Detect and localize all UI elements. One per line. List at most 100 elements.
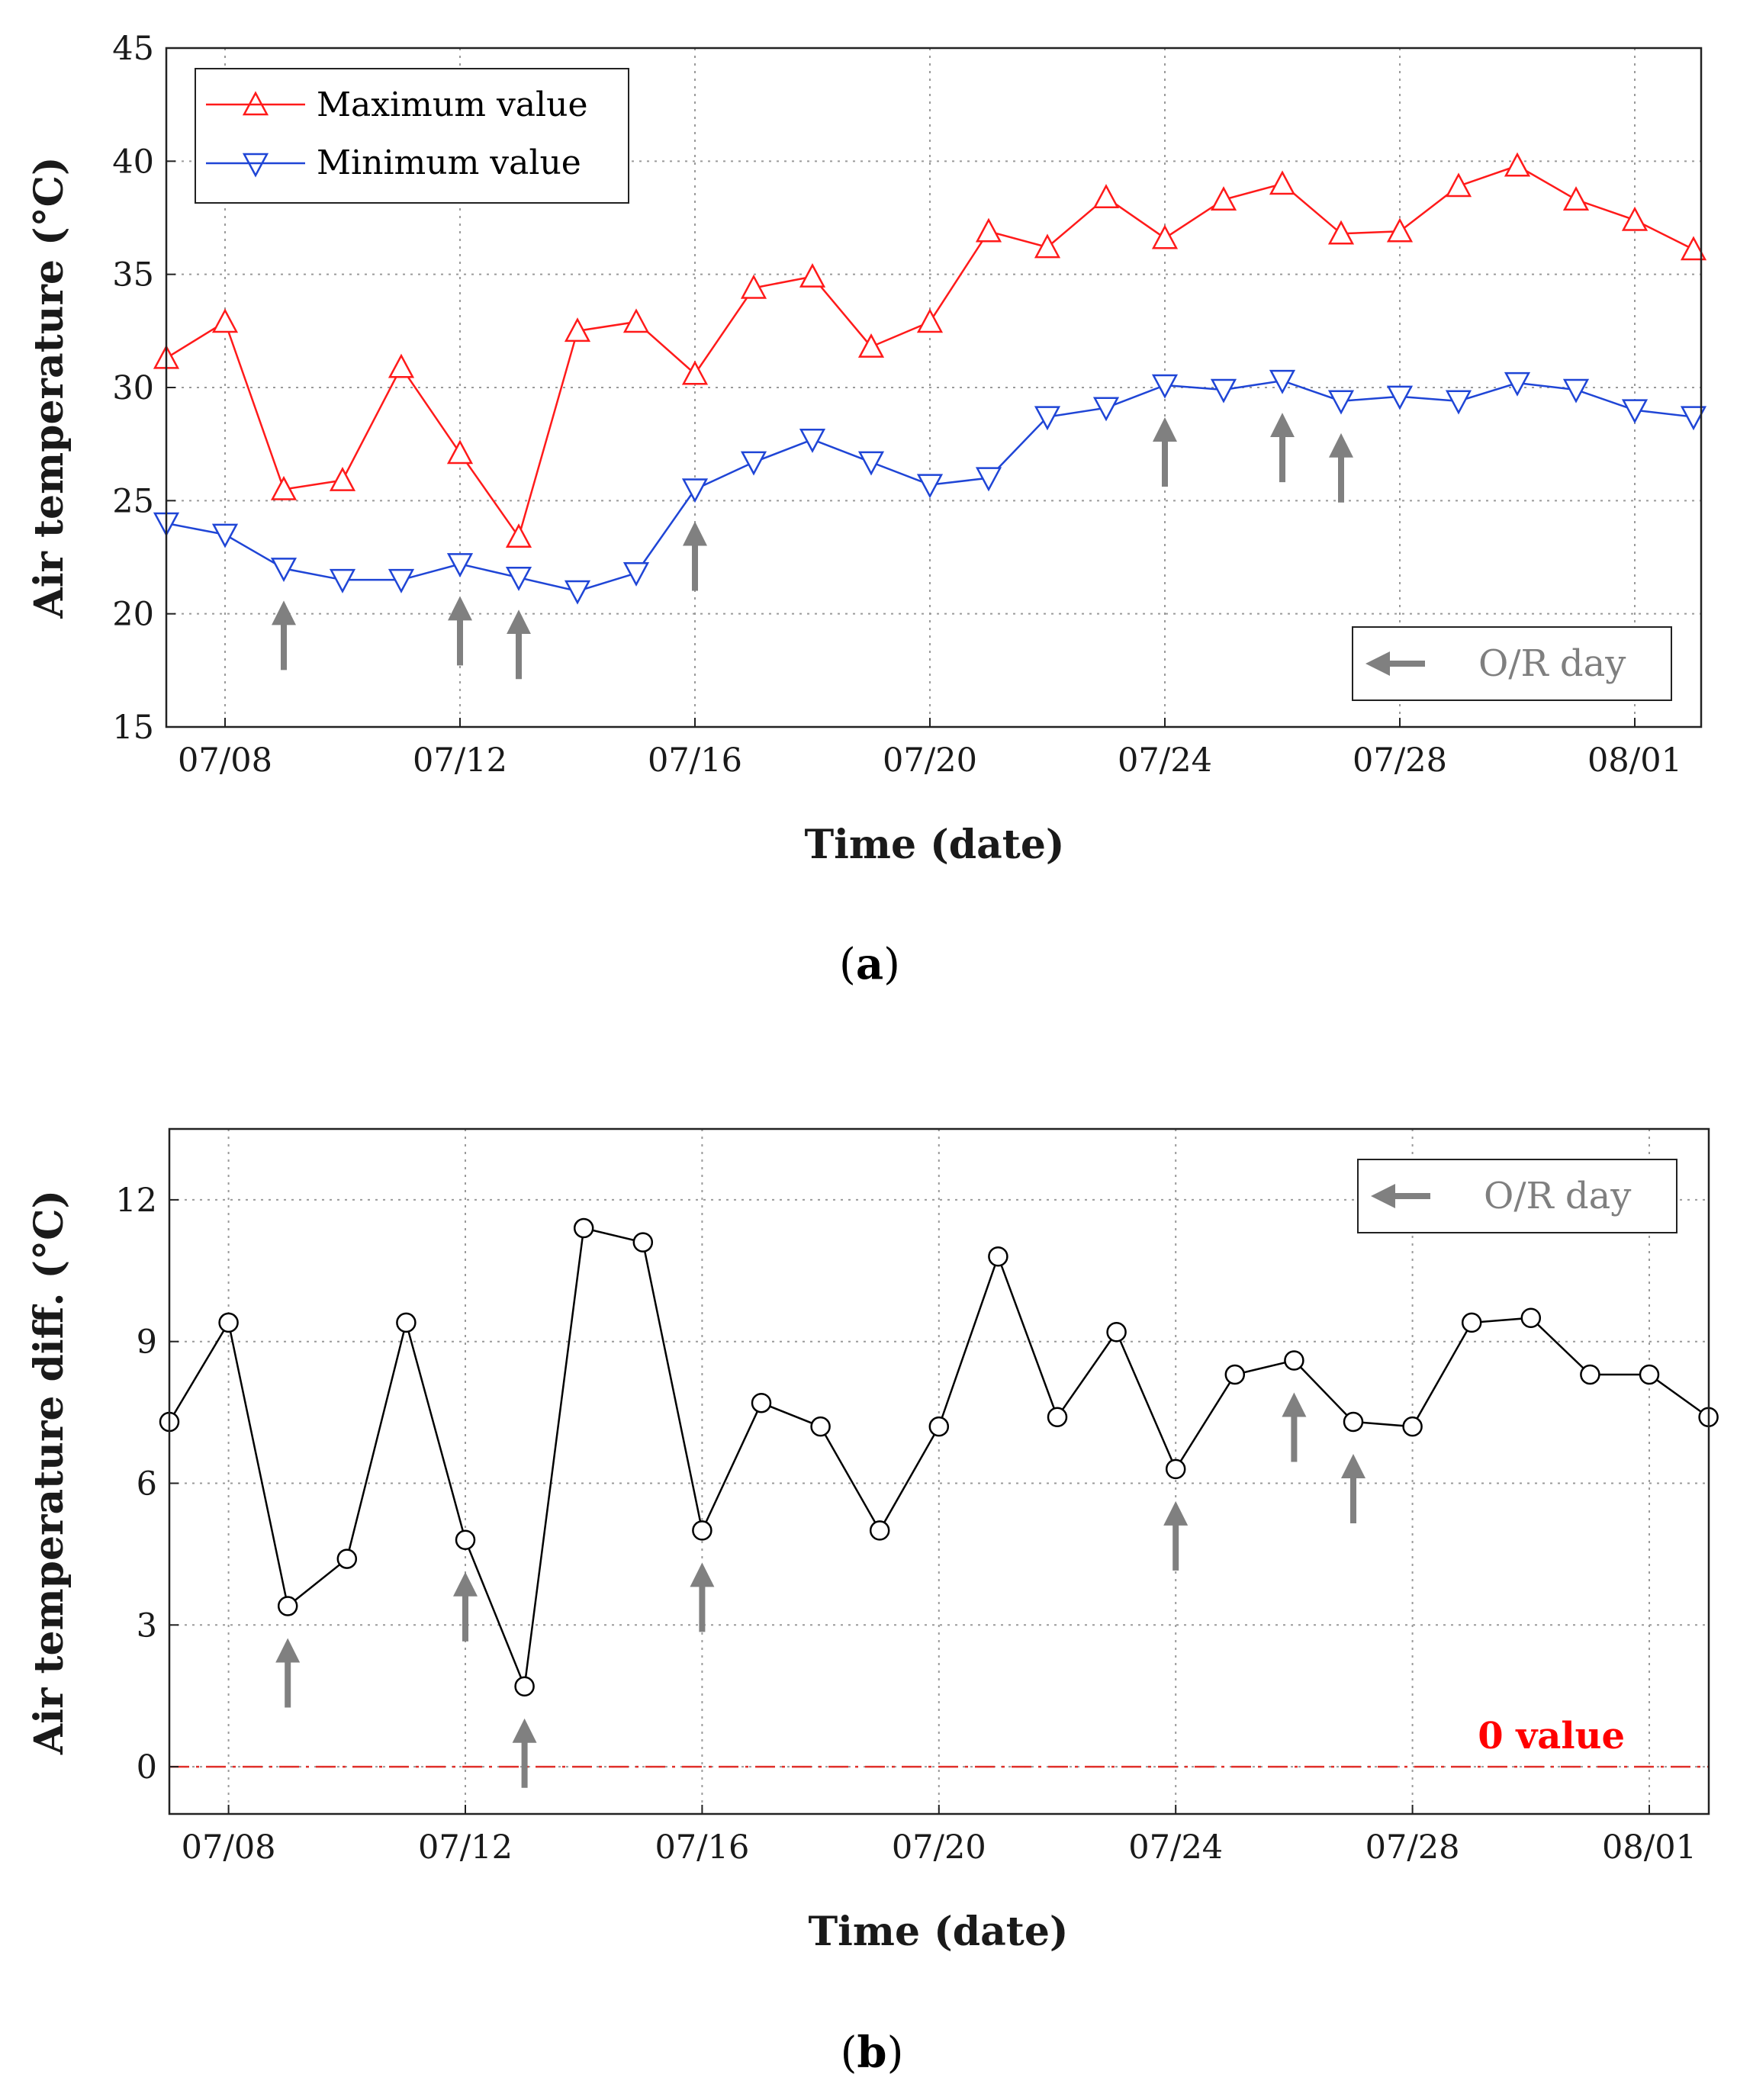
y-tick-label: 0 — [137, 1748, 157, 1786]
data-point — [329, 568, 356, 593]
data-point — [1165, 1458, 1186, 1480]
data-point — [916, 308, 944, 333]
data-point — [1092, 397, 1120, 422]
data-point — [1445, 390, 1472, 415]
panel-a-y-ticks: 15 20 25 30 35 40 45 — [112, 30, 175, 747]
data-point — [1386, 217, 1414, 243]
data-point — [1461, 1312, 1482, 1333]
panel-a-legend: Maximum value Minimum value — [195, 68, 629, 204]
panel-b-label-letter: b — [857, 2028, 886, 2078]
data-point — [692, 1520, 712, 1541]
data-point — [632, 1232, 654, 1253]
data-point — [1210, 186, 1237, 211]
data-point — [1580, 1364, 1600, 1385]
data-point — [1210, 378, 1237, 404]
data-point — [270, 558, 298, 582]
y-tick-label: 40 — [112, 143, 154, 181]
panel-a-legend-box — [195, 68, 629, 204]
y-tick-label: 45 — [112, 30, 154, 68]
data-point — [1402, 1416, 1423, 1437]
data-point — [1224, 1364, 1246, 1385]
data-point — [564, 317, 591, 342]
panel-b-x-axis-title: Time (date) — [808, 1909, 1068, 1955]
y-tick-label: 3 — [137, 1606, 157, 1645]
panel-a-series — [153, 152, 1707, 605]
data-point — [573, 1217, 594, 1239]
data-point — [1034, 406, 1061, 431]
panel-a-or-arrows — [272, 413, 1353, 680]
x-tick-label: 08/01 — [1602, 1828, 1697, 1867]
data-point — [681, 360, 709, 385]
x-tick-label: 07/08 — [182, 1828, 276, 1867]
data-point — [329, 466, 356, 491]
data-point — [857, 451, 885, 476]
panel-a-label-letter: a — [856, 939, 883, 989]
x-tick-label: 07/24 — [1128, 1828, 1223, 1867]
data-point — [211, 523, 239, 548]
y-tick-label: 25 — [112, 482, 154, 520]
x-tick-label: 07/16 — [648, 741, 742, 780]
data-point — [564, 580, 591, 605]
y-tick-label: 15 — [112, 709, 154, 747]
legend-min-triangle-down-icon — [242, 153, 269, 178]
panel-a-or-legend-label: O/R day — [1478, 642, 1626, 685]
data-point — [1504, 152, 1531, 177]
x-tick-label: 07/08 — [178, 741, 272, 780]
data-point — [1621, 399, 1649, 424]
data-point — [928, 1416, 950, 1437]
panel-a-or-legend: O/R day — [1352, 626, 1672, 701]
y-tick-label: 35 — [112, 256, 154, 294]
data-point — [446, 439, 474, 465]
data-point — [1562, 378, 1590, 404]
data-point — [1151, 224, 1179, 249]
data-point — [1269, 170, 1296, 195]
x-tick-label: 08/01 — [1587, 741, 1682, 780]
data-point — [622, 308, 650, 333]
data-point — [336, 1548, 358, 1569]
data-point — [799, 262, 826, 288]
data-point — [740, 451, 767, 476]
data-point — [857, 333, 885, 358]
data-point — [1343, 1411, 1364, 1433]
data-point — [1269, 369, 1296, 394]
data-point — [1151, 374, 1179, 399]
panel-a-y-axis-title: Air temperature (°C) — [26, 156, 72, 619]
panel-b-chart: 0 3 6 9 12 07/08 07/12 07/16 07/20 07/24 07/28 08/… — [26, 1127, 1719, 2078]
y-tick-label: 6 — [137, 1465, 157, 1503]
panel-b-or-legend-label: O/R day — [1484, 1175, 1631, 1217]
data-point — [740, 274, 767, 299]
x-tick-label: 07/24 — [1118, 741, 1212, 780]
data-point — [211, 308, 239, 333]
data-point — [514, 1676, 535, 1697]
panel-b-y-ticks: 0 3 6 9 12 — [115, 1182, 179, 1786]
data-point — [1520, 1307, 1542, 1328]
data-point — [1639, 1364, 1660, 1385]
data-point — [1047, 1407, 1068, 1428]
data-point — [446, 553, 474, 578]
data-point — [916, 474, 944, 499]
data-point — [388, 353, 415, 378]
data-point — [1562, 186, 1590, 211]
y-tick-label: 12 — [115, 1182, 157, 1220]
data-point — [810, 1416, 831, 1437]
data-point — [988, 1246, 1008, 1267]
data-point — [1445, 172, 1472, 198]
data-point — [681, 478, 709, 503]
x-tick-label: 07/28 — [1365, 1828, 1460, 1867]
x-tick-label: 07/28 — [1353, 741, 1447, 780]
x-tick-label: 07/12 — [413, 741, 507, 780]
panel-b-label: (b) — [841, 2028, 904, 2078]
data-point — [1106, 1322, 1127, 1343]
data-point — [869, 1520, 890, 1541]
data-point — [975, 217, 1002, 243]
legend-min-label: Minimum value — [317, 143, 581, 182]
data-point — [270, 475, 298, 500]
data-point — [1621, 206, 1649, 231]
data-point — [1284, 1350, 1304, 1371]
y-tick-label: 20 — [112, 596, 154, 634]
data-point — [505, 523, 532, 548]
panel-a-x-ticks: 07/08 07/12 07/16 07/20 07/24 07/28 08/01 — [178, 718, 1682, 780]
x-tick-label: 07/20 — [892, 1828, 986, 1867]
panel-b-or-arrows — [275, 1392, 1365, 1788]
